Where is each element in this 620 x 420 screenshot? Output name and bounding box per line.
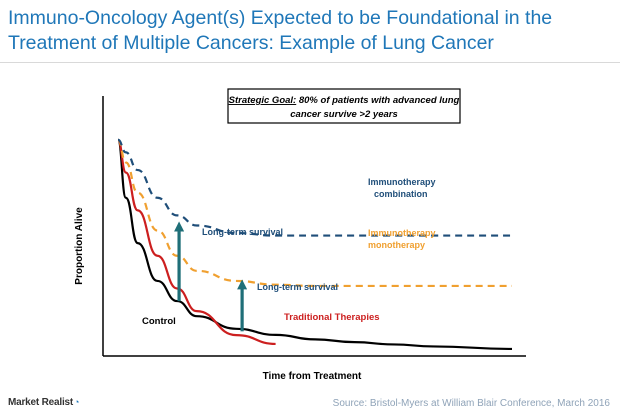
chart-axes: [102, 96, 526, 357]
strategic-goal-box: Strategic Goal: 80% of patients with adv…: [227, 88, 461, 124]
series-line-immunotherapy-combination: [117, 138, 512, 237]
series-line-immunotherapy-monotherapy: [117, 138, 512, 288]
label-control: Control: [142, 316, 176, 327]
label-immuno-mono-1: Immunotherapy: [368, 228, 436, 238]
goal-label: Strategic Goal:: [229, 95, 297, 106]
label-immuno-mono-2: monotherapy: [368, 240, 425, 250]
label-traditional-therapies: Traditional Therapies: [284, 312, 380, 323]
title-line-2: Treatment of Multiple Cancers: Example o…: [8, 32, 494, 54]
goal-text-line-2: cancer survive >2 years: [290, 109, 398, 120]
series-layer: [116, 138, 513, 351]
logo-text: Market Realist: [8, 397, 74, 408]
label-immuno-combination-2: combination: [374, 189, 428, 199]
goal-text-line-1: Strategic Goal: 80% of patients with adv…: [229, 95, 460, 106]
market-realist-logo: Market Realist◔: [8, 397, 79, 408]
arrow-layer: [174, 221, 248, 332]
x-axis-label: Time from Treatment: [263, 371, 362, 382]
series-line-traditional-therapies: [116, 138, 276, 346]
label-long-term-survival-1: Long-term survival: [202, 227, 283, 237]
label-long-term-survival-2: Long-term survival: [257, 282, 338, 292]
chart-title: Immuno-Oncology Agent(s) Expected to be …: [8, 6, 612, 56]
y-axis-label: Proportion Alive: [74, 207, 85, 285]
source-note: Source: Bristol-Myers at William Blair C…: [332, 398, 610, 409]
title-line-1: Immuno-Oncology Agent(s) Expected to be …: [8, 7, 553, 29]
goal-text-1: 80% of patients with advanced lung: [296, 95, 459, 106]
title-divider: [0, 62, 620, 63]
logo-mark-icon: ◔: [74, 397, 80, 407]
label-immuno-combination-1: Immunotherapy: [368, 177, 436, 187]
series-line-control: [116, 138, 513, 351]
